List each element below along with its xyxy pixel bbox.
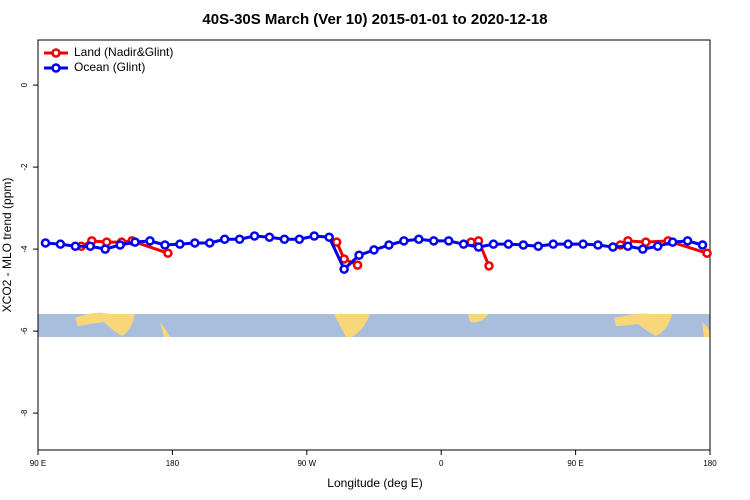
- point: [414, 234, 424, 245]
- legend-marker: [51, 63, 61, 73]
- point: [484, 261, 494, 271]
- point: [339, 264, 349, 274]
- map-strip: [38, 312, 710, 337]
- point: [249, 231, 260, 241]
- chart-title: 40S-30S March (Ver 10) 2015-01-01 to 202…: [202, 11, 547, 28]
- point: [55, 239, 66, 249]
- point: [369, 245, 379, 255]
- point: [503, 239, 514, 249]
- point: [548, 239, 558, 249]
- x-tick-label: 90 E: [567, 459, 583, 468]
- x-axis-label: Longitude (deg E): [327, 476, 422, 490]
- y-tick-label: 0: [20, 82, 29, 87]
- point: [100, 244, 110, 254]
- point: [160, 240, 170, 250]
- y-tick-label: -6: [20, 327, 29, 335]
- point: [623, 241, 633, 251]
- point: [309, 231, 320, 241]
- point: [85, 241, 96, 251]
- point: [533, 241, 544, 251]
- x-tick-label: 0: [439, 459, 444, 468]
- point: [652, 241, 663, 251]
- point: [384, 240, 394, 250]
- point: [70, 241, 81, 251]
- point: [40, 238, 51, 248]
- x-tick-label: 180: [166, 459, 180, 468]
- legend-marker: [51, 48, 61, 58]
- point: [352, 260, 363, 270]
- x-tick-label: 90 W: [297, 459, 316, 468]
- point: [702, 248, 712, 258]
- point: [667, 237, 678, 247]
- point: [219, 234, 230, 245]
- point: [682, 236, 693, 246]
- point: [458, 239, 469, 249]
- x-tick-label: 90 E: [30, 459, 46, 468]
- point: [697, 240, 708, 250]
- point: [428, 236, 439, 246]
- y-tick-label: -8: [20, 409, 29, 417]
- point: [130, 237, 140, 247]
- point: [294, 234, 305, 245]
- point: [563, 239, 573, 249]
- point: [175, 239, 185, 249]
- point: [190, 238, 200, 248]
- point: [331, 237, 342, 247]
- x-tick-label: 180: [703, 459, 717, 468]
- y-tick-label: -4: [20, 245, 29, 253]
- point: [324, 232, 334, 242]
- point: [473, 242, 484, 252]
- point: [234, 234, 245, 245]
- point: [608, 242, 618, 252]
- point: [638, 244, 648, 254]
- point: [578, 239, 588, 249]
- point: [443, 236, 454, 246]
- legend-label: Land (Nadir&Glint): [74, 45, 173, 59]
- point: [264, 232, 275, 242]
- point: [115, 240, 125, 250]
- point: [518, 240, 529, 250]
- legend-label: Ocean (Glint): [74, 60, 145, 74]
- point: [354, 250, 364, 260]
- y-tick-label: -2: [20, 163, 29, 171]
- point: [399, 236, 409, 246]
- point: [163, 248, 173, 258]
- point: [145, 236, 155, 246]
- point: [488, 239, 499, 249]
- point: [593, 240, 603, 250]
- y-axis-label: XCO2 - MLO trend (ppm): [0, 178, 14, 313]
- point: [204, 238, 215, 248]
- plot-frame: [37, 39, 711, 451]
- point: [279, 234, 290, 245]
